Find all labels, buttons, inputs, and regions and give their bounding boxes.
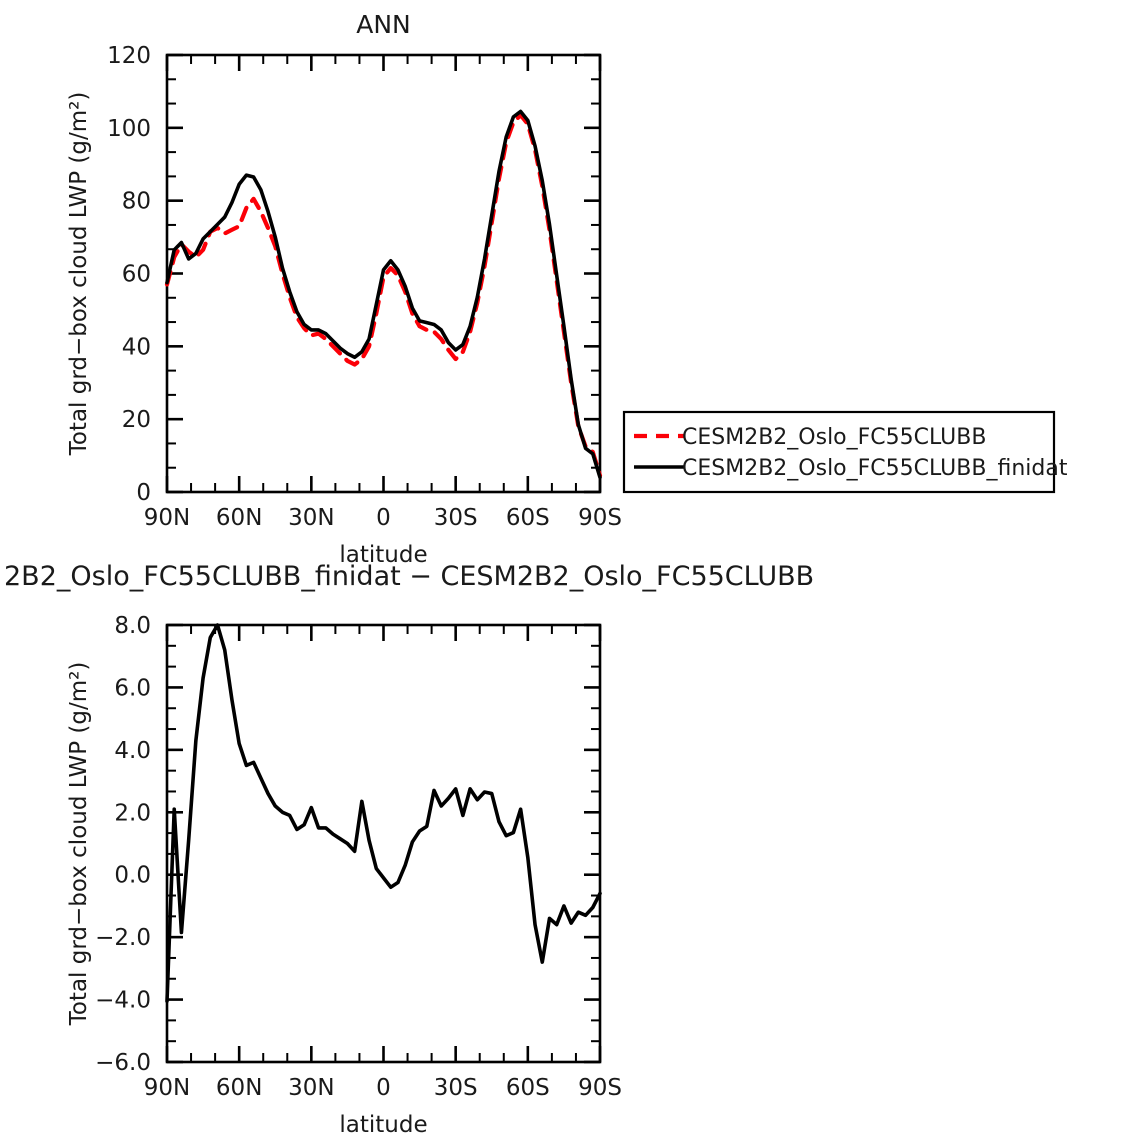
x-tick-label: 30N [288,1075,334,1101]
y-tick-label: 80 [122,189,151,215]
x-tick-label: 60N [216,1075,262,1101]
x-tick-label: 90N [144,505,190,531]
y-tick-label: 0 [136,480,151,506]
legend-label-1[interactable]: CESM2B2_Oslo_FC55CLUBB_finidat [682,456,1068,481]
x-tick-label: 90N [144,1075,190,1101]
top-panel-title: ANN [356,10,411,39]
x-tick-label: 90S [578,1075,622,1101]
x-tick-label: 0 [376,505,391,531]
y-tick-label: 4.0 [114,738,151,764]
series-line-cesm2b2-oslo-fc55clubb-finidat [165,109,602,480]
y-tick-label: 100 [107,116,151,142]
legend: CESM2B2_Oslo_FC55CLUBB CESM2B2_Oslo_FC55C… [622,410,1068,494]
x-axis-title: latitude [339,1112,427,1133]
y-tick-label: 40 [122,334,151,360]
y-tick-label: 120 [107,43,151,69]
x-tick-label: 60S [506,1075,550,1101]
y-axis-title: Total grd−box cloud LWP (g/m²) [66,662,92,1027]
y-tick-label: 60 [122,262,151,288]
y-tick-label: 2.0 [114,800,151,826]
plot-panel-0: 0 20 40 60 80 100 120 90N 60N 30N 0 30S 60S 90S latitu… [66,43,622,568]
y-tick-label: 0.0 [114,863,151,889]
y-tick-label: 8.0 [114,613,151,639]
y-tick-label: −2.0 [95,925,151,951]
x-tick-label: 30N [288,505,334,531]
x-tick-label: 30S [434,505,478,531]
series-line-cesm2b2-oslo-fc55clubb [164,112,603,478]
x-tick-label: 30S [434,1075,478,1101]
x-axis-title: latitude [339,542,427,568]
plot-panel-1: −6.0 −4.0 −2.0 0.0 2.0 4.0 6.0 8.0 90N 60N 30N 0 30S… [66,613,622,1133]
legend-label-0[interactable]: CESM2B2_Oslo_FC55CLUBB [682,425,986,450]
y-tick-label: 20 [122,407,151,433]
legend-box [622,410,1056,494]
series-line-difference [165,623,602,1003]
difference-plot-title: 2B2_Oslo_FC55CLUBB_finidat − CESM2B2_Osl… [4,561,814,592]
y-axis-title: Total grd−box cloud LWP (g/m²) [66,92,92,457]
x-tick-label: 90S [578,505,622,531]
x-tick-label: 0 [376,1075,391,1101]
x-tick-label: 60N [216,505,262,531]
x-tick-label: 60S [506,505,550,531]
y-tick-label: −4.0 [95,988,151,1014]
y-tick-label: −6.0 [95,1050,151,1076]
y-tick-label: 6.0 [114,675,151,701]
